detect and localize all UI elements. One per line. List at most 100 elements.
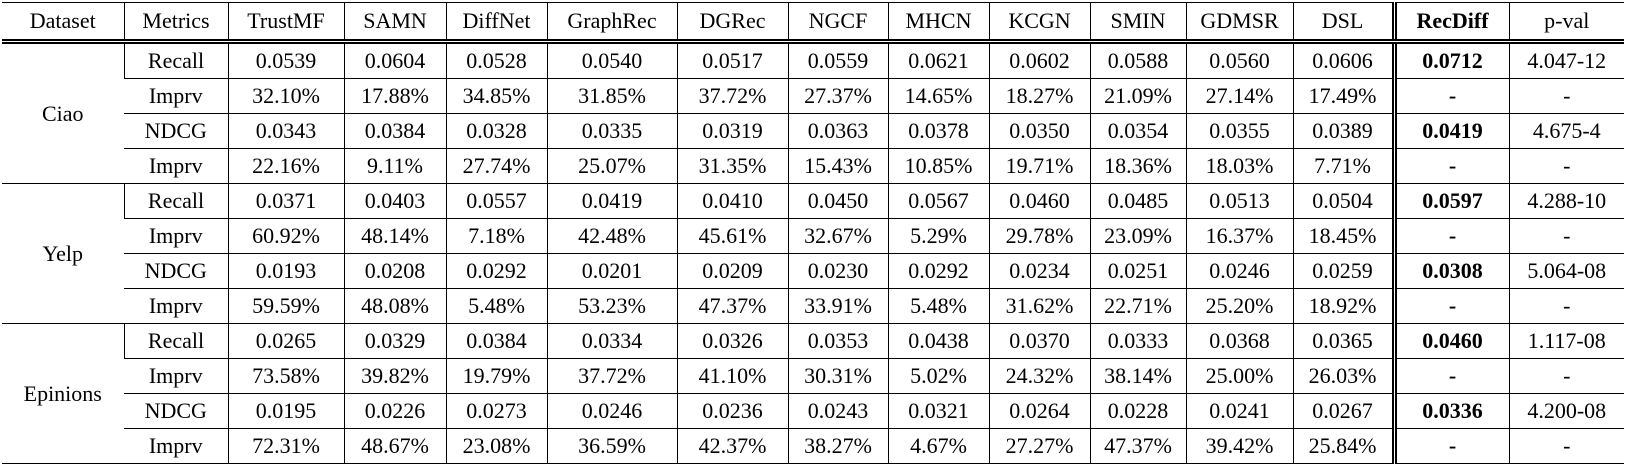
value-cell: 19.71% bbox=[988, 148, 1090, 184]
value-cell: 0.0384 bbox=[343, 113, 446, 149]
value-cell: 5.064-08 bbox=[1508, 253, 1624, 289]
value-cell: 0.0384 bbox=[445, 323, 547, 359]
value-cell: 38.14% bbox=[1089, 358, 1186, 394]
value-cell: 27.27% bbox=[988, 428, 1090, 464]
value-cell: 0.0230 bbox=[787, 253, 888, 289]
value-cell: 30.31% bbox=[787, 358, 888, 394]
value-cell: - bbox=[1391, 428, 1509, 464]
value-cell: - bbox=[1391, 358, 1509, 394]
value-cell: 0.0228 bbox=[1089, 393, 1186, 429]
metric-cell: Imprv bbox=[124, 148, 228, 184]
table-row: NDCG 0.0193 0.0208 0.0292 0.0201 0.0209 0.0230… bbox=[2, 253, 1624, 289]
value-cell: 0.0557 bbox=[445, 183, 547, 219]
value-cell: - bbox=[1391, 148, 1509, 184]
value-cell: 29.78% bbox=[988, 218, 1090, 254]
value-cell: 4.675-4 bbox=[1508, 113, 1624, 149]
value-cell: 48.14% bbox=[343, 218, 446, 254]
value-cell: 23.09% bbox=[1089, 218, 1186, 254]
value-cell: 0.0246 bbox=[546, 393, 677, 429]
dataset-cell: Epinions bbox=[2, 323, 124, 464]
value-cell: 0.0208 bbox=[343, 253, 446, 289]
value-cell: 0.0606 bbox=[1292, 41, 1394, 79]
value-cell: - bbox=[1508, 358, 1624, 394]
value-cell: 36.59% bbox=[546, 428, 677, 464]
value-cell: 0.0539 bbox=[227, 41, 344, 79]
value-cell: - bbox=[1508, 428, 1624, 464]
table-row: Imprv 32.10% 17.88% 34.85% 31.85% 37.72% 27.37… bbox=[2, 78, 1624, 114]
value-cell: 0.0353 bbox=[787, 323, 888, 359]
value-cell: 0.0540 bbox=[546, 41, 677, 79]
value-cell: 0.0513 bbox=[1185, 183, 1293, 219]
table-row: Imprv 59.59% 48.08% 5.48% 53.23% 47.37% 33.91%… bbox=[2, 288, 1624, 324]
value-cell: 0.0517 bbox=[676, 41, 788, 79]
value-cell: 0.0193 bbox=[227, 253, 344, 289]
metric-cell: Recall bbox=[123, 323, 228, 359]
value-cell: - bbox=[1508, 78, 1624, 114]
value-cell: 25.84% bbox=[1292, 428, 1394, 464]
value-cell: 0.0246 bbox=[1185, 253, 1293, 289]
value-cell: 0.0438 bbox=[887, 323, 989, 359]
value-cell: 0.0368 bbox=[1185, 323, 1293, 359]
value-cell: 31.62% bbox=[988, 288, 1090, 324]
value-cell: 5.48% bbox=[445, 288, 547, 324]
value-cell: 0.0419 bbox=[546, 183, 677, 219]
column-header: SMIN bbox=[1089, 2, 1186, 44]
table-body: Ciao Recall 0.0539 0.0604 0.0528 0.0540 0.0517… bbox=[2, 41, 1624, 464]
value-cell: 31.85% bbox=[546, 78, 677, 114]
value-cell: 34.85% bbox=[445, 78, 547, 114]
value-cell: 32.10% bbox=[227, 78, 344, 114]
table-row: Imprv 72.31% 48.67% 23.08% 36.59% 42.37% 38.27… bbox=[2, 428, 1624, 464]
value-cell: 0.0621 bbox=[887, 41, 989, 79]
value-cell: 41.10% bbox=[676, 358, 788, 394]
column-header: Dataset bbox=[2, 2, 124, 44]
value-cell: 5.48% bbox=[887, 288, 989, 324]
value-cell: 9.11% bbox=[343, 148, 446, 184]
column-header: DiffNet bbox=[445, 2, 547, 44]
value-cell: 0.0267 bbox=[1292, 393, 1394, 429]
value-cell: 0.0234 bbox=[988, 253, 1090, 289]
value-cell: 47.37% bbox=[1089, 428, 1186, 464]
value-cell: 7.71% bbox=[1292, 148, 1394, 184]
value-cell: 0.0560 bbox=[1185, 41, 1293, 79]
value-cell: 48.08% bbox=[343, 288, 446, 324]
column-header: NGCF bbox=[787, 2, 888, 44]
value-cell: 42.48% bbox=[546, 218, 677, 254]
value-cell: 0.0328 bbox=[445, 113, 547, 149]
value-cell: 37.72% bbox=[676, 78, 788, 114]
value-cell: 5.29% bbox=[887, 218, 989, 254]
column-header: GraphRec bbox=[546, 2, 677, 44]
value-cell: 0.0321 bbox=[887, 393, 989, 429]
value-cell: 0.0370 bbox=[988, 323, 1090, 359]
value-cell: 0.0410 bbox=[676, 183, 788, 219]
value-cell: 16.37% bbox=[1185, 218, 1293, 254]
value-cell: - bbox=[1508, 148, 1624, 184]
table-row: Yelp Recall 0.0371 0.0403 0.0557 0.0419 0.0410… bbox=[2, 183, 1624, 324]
value-cell: 0.0226 bbox=[343, 393, 446, 429]
column-header: KCGN bbox=[988, 2, 1090, 44]
value-cell: 17.88% bbox=[343, 78, 446, 114]
value-cell: 73.58% bbox=[227, 358, 344, 394]
value-cell: 0.0378 bbox=[887, 113, 989, 149]
value-cell: 5.02% bbox=[887, 358, 989, 394]
value-cell: 0.0334 bbox=[546, 323, 677, 359]
value-cell: 59.59% bbox=[227, 288, 344, 324]
value-cell: 24.32% bbox=[988, 358, 1090, 394]
metric-cell: NDCG bbox=[124, 393, 228, 429]
value-cell: - bbox=[1391, 218, 1509, 254]
column-header: Metrics bbox=[123, 2, 228, 44]
value-cell: 25.20% bbox=[1185, 288, 1293, 324]
value-cell: 39.42% bbox=[1185, 428, 1293, 464]
value-cell: 15.43% bbox=[787, 148, 888, 184]
column-header: SAMN bbox=[343, 2, 446, 44]
column-header: DSL bbox=[1292, 2, 1394, 44]
dataset-cell: Ciao bbox=[2, 41, 124, 184]
value-cell: 0.0528 bbox=[445, 41, 547, 79]
value-cell: 0.0343 bbox=[227, 113, 344, 149]
table-header: Dataset Metrics TrustMF SAMN DiffNet GraphRec… bbox=[2, 2, 1624, 44]
column-header: TrustMF bbox=[227, 2, 344, 44]
value-cell: 0.0354 bbox=[1089, 113, 1186, 149]
value-cell: 0.0336 bbox=[1391, 393, 1509, 429]
value-cell: 0.0209 bbox=[676, 253, 788, 289]
value-cell: 0.0335 bbox=[546, 113, 677, 149]
value-cell: 0.0251 bbox=[1089, 253, 1186, 289]
